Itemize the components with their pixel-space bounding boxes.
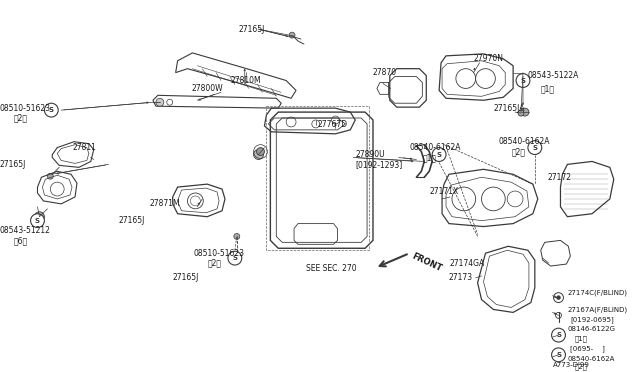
Text: 〈6〉: 〈6〉 bbox=[14, 236, 28, 245]
Text: 27167A(F/BLIND): 27167A(F/BLIND) bbox=[568, 306, 627, 313]
Text: 27165J: 27165J bbox=[118, 216, 145, 225]
Text: 27890U: 27890U bbox=[355, 150, 385, 159]
Circle shape bbox=[528, 141, 541, 154]
Text: 27165J: 27165J bbox=[173, 273, 199, 282]
Text: 27173: 27173 bbox=[449, 273, 473, 282]
Text: 27174GA: 27174GA bbox=[450, 259, 485, 267]
Text: 27165J: 27165J bbox=[239, 25, 265, 34]
Text: 〈2〉: 〈2〉 bbox=[574, 363, 587, 370]
Text: 27767D: 27767D bbox=[317, 121, 348, 129]
Text: 08510-51623: 08510-51623 bbox=[193, 249, 244, 258]
Text: S: S bbox=[532, 145, 538, 151]
Circle shape bbox=[521, 108, 529, 116]
Text: [0192-1293]: [0192-1293] bbox=[355, 160, 403, 169]
Circle shape bbox=[35, 212, 44, 222]
Circle shape bbox=[228, 251, 242, 265]
Text: 27970N: 27970N bbox=[474, 54, 504, 63]
Circle shape bbox=[234, 234, 240, 240]
Text: 08540-6162A: 08540-6162A bbox=[410, 143, 461, 152]
Circle shape bbox=[44, 103, 58, 117]
Text: A773-D'99: A773-D'99 bbox=[552, 362, 589, 368]
Text: 27165JA: 27165JA bbox=[493, 104, 525, 113]
Text: 08540-6162A: 08540-6162A bbox=[499, 137, 550, 146]
Circle shape bbox=[156, 98, 164, 106]
Text: S: S bbox=[35, 218, 40, 224]
Circle shape bbox=[552, 328, 565, 342]
Text: 〈1〉: 〈1〉 bbox=[574, 336, 588, 342]
Text: 27165J: 27165J bbox=[0, 160, 26, 169]
Text: S: S bbox=[556, 332, 561, 338]
Text: 08540-6162A: 08540-6162A bbox=[568, 356, 615, 362]
Text: 27811: 27811 bbox=[72, 143, 96, 152]
Circle shape bbox=[257, 148, 264, 155]
Text: 〈1〉: 〈1〉 bbox=[541, 84, 555, 93]
Circle shape bbox=[289, 32, 295, 38]
Text: S: S bbox=[232, 255, 237, 261]
Circle shape bbox=[557, 296, 561, 299]
Text: S: S bbox=[556, 352, 561, 358]
Text: 08510-51623: 08510-51623 bbox=[0, 104, 51, 113]
Text: FRONT: FRONT bbox=[410, 251, 444, 273]
Circle shape bbox=[31, 214, 44, 228]
Circle shape bbox=[516, 74, 530, 87]
Text: 27171X: 27171X bbox=[429, 186, 458, 196]
Text: S: S bbox=[436, 151, 442, 157]
Text: S: S bbox=[520, 77, 525, 84]
Text: 27172: 27172 bbox=[548, 173, 572, 182]
Circle shape bbox=[518, 110, 524, 116]
Circle shape bbox=[432, 148, 446, 161]
Text: [0192-0695]: [0192-0695] bbox=[570, 316, 614, 323]
Text: 〈1〉: 〈1〉 bbox=[422, 153, 436, 162]
Text: 27810M: 27810M bbox=[231, 76, 262, 85]
Text: 27174C(F/BLIND): 27174C(F/BLIND) bbox=[568, 289, 627, 296]
Text: 〈2〉: 〈2〉 bbox=[207, 259, 221, 267]
Text: 08543-5122A: 08543-5122A bbox=[528, 71, 579, 80]
Text: 〈2〉: 〈2〉 bbox=[14, 113, 28, 122]
Text: 27870: 27870 bbox=[373, 68, 397, 77]
Text: 27871M: 27871M bbox=[150, 199, 180, 208]
Text: S: S bbox=[49, 107, 54, 113]
Text: 27800W: 27800W bbox=[191, 84, 223, 93]
Text: 〈2〉: 〈2〉 bbox=[511, 147, 525, 156]
Text: 08146-6122G: 08146-6122G bbox=[568, 326, 616, 332]
Circle shape bbox=[552, 348, 565, 362]
Circle shape bbox=[253, 150, 264, 160]
Text: 08543-51212: 08543-51212 bbox=[0, 226, 51, 235]
Circle shape bbox=[47, 173, 53, 179]
Text: SEE SEC. 270: SEE SEC. 270 bbox=[306, 263, 356, 273]
Text: [0695-    ]: [0695- ] bbox=[570, 346, 605, 352]
